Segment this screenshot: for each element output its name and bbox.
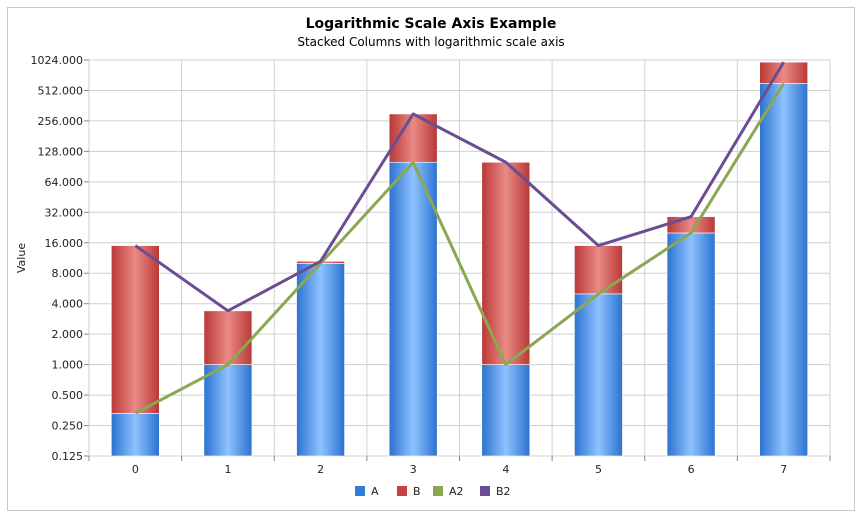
x-tick-label: 4 [502,463,509,476]
legend-swatch-a2 [433,486,443,496]
y-tick-label: 16.000 [45,237,84,250]
y-tick-label: 32.000 [45,206,84,219]
x-tick-label: 2 [317,463,324,476]
y-tick-label: 64.000 [45,176,84,189]
legend-label-b2: B2 [496,485,511,498]
legend-swatch-b2 [480,486,490,496]
bar-b-1 [203,310,253,365]
x-tick-label: 6 [688,463,695,476]
legend: A B A2 B2 [355,485,511,498]
y-tick-label: 0.250 [52,420,84,433]
line-series-b2 [134,61,785,313]
y-tick-label: 128.000 [38,145,84,158]
lines [134,61,785,415]
axes: 0.125 0.250 0.500 1.000 2.000 4.000 8.000 16.00… [31,54,831,476]
x-tick-label: 3 [410,463,417,476]
bar-a-6 [666,232,716,457]
bar-b-7 [759,61,808,84]
bar-a-2 [296,263,345,457]
grid [88,59,831,457]
y-axis-label: Value [15,243,28,273]
chart-title: Logarithmic Scale Axis Example [305,16,557,32]
bar-a-5 [574,293,623,457]
bar-a-1 [203,364,253,457]
legend-label-a2: A2 [449,485,464,498]
bar-b-0 [111,245,160,414]
bar-a-0 [111,413,160,457]
legend-swatch-b [397,486,407,496]
y-tick-label: 0.500 [52,389,84,402]
x-tick-label: 1 [224,463,231,476]
legend-swatch-a [355,486,365,496]
legend-label-a: A [371,485,379,498]
y-tick-label: 4.000 [52,298,84,311]
bar-b-4 [481,161,531,365]
y-tick-label: 0.125 [52,450,84,463]
y-tick-label: 256.000 [38,115,84,128]
x-tick-label: 7 [780,463,787,476]
y-tick-label: 512.000 [38,84,84,97]
line-series-a2 [134,82,785,415]
y-tick-label: 1.000 [52,359,84,372]
bar-a-4 [481,364,531,457]
bar-a-3 [388,161,438,457]
y-tick-label: 2.000 [52,328,84,341]
y-tick-label: 1024.000 [31,54,84,67]
y-tick-label: 8.000 [52,267,84,280]
x-tick-label: 5 [595,463,602,476]
bar-b-5 [574,245,623,295]
x-tick-label: 0 [132,463,139,476]
bar-a-7 [759,83,808,457]
legend-label-b: B [413,485,421,498]
chart-subtitle: Stacked Columns with logarithmic scale a… [297,35,565,49]
